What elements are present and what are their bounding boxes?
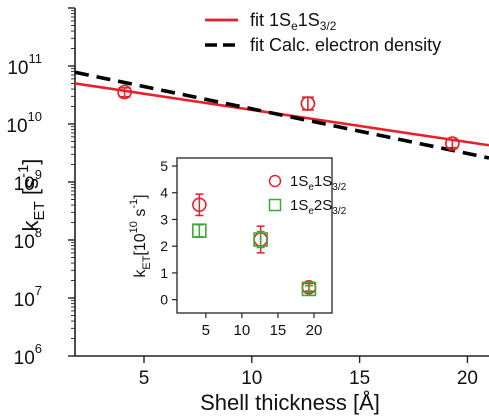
inset-legend-label: 1Se1S3/2 — [290, 173, 347, 193]
main-y-axis-label: kET [s-1] — [15, 159, 48, 232]
inset-x-tick-label: 10 — [234, 322, 251, 339]
inset-data-point-circle — [192, 197, 207, 213]
main-x-tick-label: 20 — [457, 368, 478, 389]
main-data-point — [117, 84, 132, 100]
inset-x-tick-label: 20 — [306, 322, 323, 339]
inset-x-tick-label: 5 — [202, 322, 210, 339]
main-y-tick-label: 109 — [14, 167, 42, 195]
main-legend-label: fit 1Se1S3/2 — [250, 10, 337, 33]
main-x-axis-label: Shell thickness [Å] — [200, 390, 380, 415]
inset-y-tick-label: 1 — [160, 265, 168, 281]
inset-y-tick-label: 3 — [160, 211, 168, 227]
inset-y-tick-label: 2 — [160, 238, 168, 254]
inset-y-axis-label: kET[1010 s-1] — [128, 194, 153, 277]
main-fit-line-dashed — [74, 70, 489, 160]
inset-x-tick-label: 15 — [270, 322, 287, 339]
inset-y-tick-label: 4 — [160, 185, 168, 201]
inset-legend-marker-square — [268, 198, 282, 212]
inset-data-point-square — [301, 281, 317, 297]
main-data-point — [444, 136, 460, 151]
main-y-tick-label: 106 — [14, 341, 42, 369]
inset-data-point-square — [253, 232, 268, 247]
inset-legend-marker-circle — [268, 174, 282, 188]
main-data-point — [300, 96, 316, 111]
main-y-tick-label: 108 — [14, 225, 42, 253]
inset-data-point-square — [192, 223, 207, 238]
inset-plot: 5 10 15 20 0 1 2 3 4 5 kET[1010 s-1] 1Se1S3/2 1Se2S3… — [128, 157, 347, 339]
inset-y-tick-label: 0 — [160, 292, 168, 308]
main-y-tick-label: 1010 — [6, 109, 42, 137]
main-y-tick-label: 1011 — [7, 51, 42, 79]
inset-legend-label: 1Se2S3/2 — [290, 197, 347, 217]
main-x-tick-label: 15 — [349, 368, 370, 389]
main-legend-label: fit Calc. electron density — [250, 35, 441, 55]
main-y-tick-label: 107 — [14, 283, 42, 311]
main-x-tick-label: 10 — [241, 368, 262, 389]
main-x-tick-label: 5 — [139, 368, 150, 389]
inset-y-tick-label: 5 — [160, 158, 168, 174]
